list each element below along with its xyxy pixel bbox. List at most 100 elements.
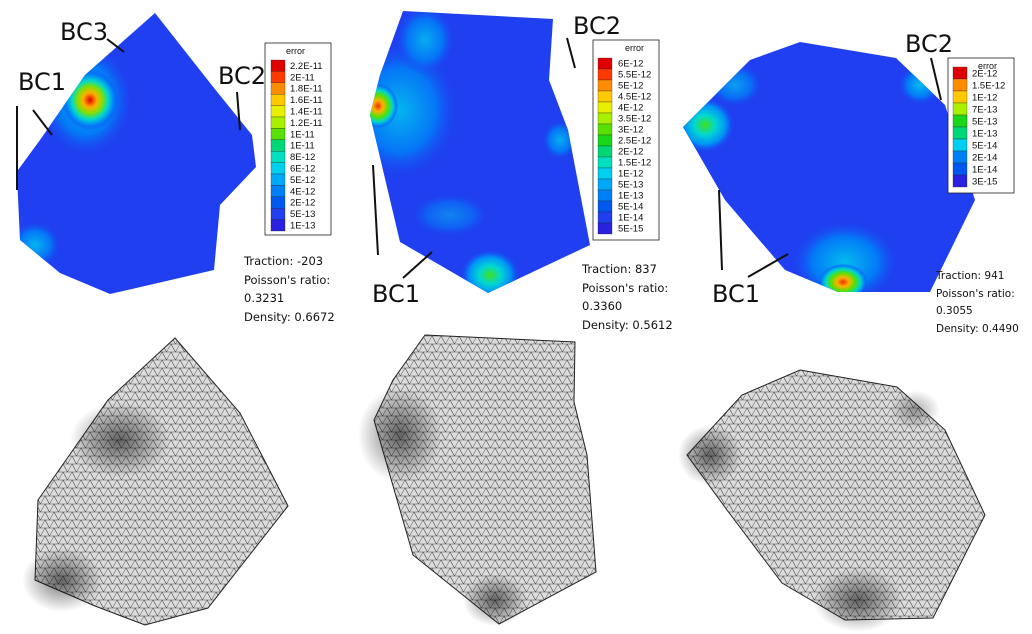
legend-swatch	[597, 68, 613, 81]
legend-tick-label: 1.5E-12	[972, 80, 1005, 91]
panel-3-bc-lines	[718, 57, 942, 278]
legend-swatch	[597, 101, 613, 114]
legend-swatch	[270, 105, 286, 118]
panel-2-error-field	[370, 11, 590, 293]
panel-2-legend: error 6E-125.5E-125E-124.5E-124E-123.5E-…	[592, 39, 660, 241]
panel-3-legend-scale	[952, 66, 968, 188]
mesh-3	[678, 369, 986, 632]
legend-swatch	[597, 189, 613, 202]
mesh-2	[358, 334, 597, 626]
panel-1-legend: error 2.2E-112E-111.8E-111.6E-111.4E-111…	[264, 42, 332, 236]
legend-tick-label: 5E-14	[972, 140, 997, 151]
legend-tick-label: 5E-13	[972, 116, 997, 127]
legend-swatch	[270, 82, 286, 95]
legend-swatch	[270, 219, 286, 232]
legend-tick-label: 5.5E-12	[618, 70, 651, 81]
legend-swatch	[952, 78, 968, 92]
panel-3-bc2-label: BC2	[905, 30, 953, 58]
panel-1-density: Density: 0.6672	[244, 309, 335, 324]
legend-swatch	[952, 102, 968, 116]
panel-3-legend: error 2E-121.5E-121E-127E-135E-131E-135E…	[947, 57, 1015, 194]
legend-swatch	[597, 57, 613, 70]
legend-tick-label: 1E-11	[290, 141, 315, 152]
panel-3-density: Density: 0.4490	[936, 322, 1019, 335]
legend-tick-label: 2E-11	[290, 72, 315, 83]
panel-3-poisson-label: Poisson's ratio:	[936, 287, 1015, 300]
panel-3-bc1-label: BC1	[712, 280, 760, 308]
panel-1-traction: Traction: -203	[244, 254, 324, 268]
legend-tick-label: 1.6E-11	[290, 95, 323, 106]
legend-swatch	[597, 222, 613, 235]
legend-tick-label: 2.2E-11	[290, 61, 323, 72]
panel-2-poisson-label: Poisson's ratio:	[582, 280, 669, 295]
legend-tick-label: 5E-12	[290, 175, 315, 186]
legend-swatch	[270, 94, 286, 106]
legend-swatch	[597, 79, 613, 92]
legend-swatch	[597, 167, 613, 180]
panel-2-bc-lines	[372, 37, 576, 279]
legend-tick-label: 3E-12	[618, 125, 643, 136]
legend-swatch	[270, 185, 286, 197]
legend-swatch	[952, 138, 968, 152]
legend-swatch	[270, 162, 286, 175]
panel-1-poisson-value: 0.3231	[244, 291, 285, 305]
legend-swatch	[270, 139, 286, 152]
legend-tick-label: 1.5E-12	[618, 158, 651, 169]
legend-swatch	[952, 126, 968, 140]
panel-3-poisson-value: 0.3055	[936, 305, 973, 317]
legend-swatch	[597, 123, 613, 136]
legend-swatch	[270, 59, 286, 72]
legend-swatch	[597, 90, 613, 103]
panel-1-domain	[17, 13, 256, 294]
legend-swatch	[597, 178, 613, 191]
mesh-1	[22, 337, 289, 626]
legend-swatch	[597, 156, 613, 169]
legend-tick-label: 5E-13	[618, 180, 643, 191]
legend-swatch	[597, 200, 613, 213]
panel-2-bc2-label: BC2	[573, 12, 621, 40]
legend-tick-label: 4.5E-12	[618, 92, 651, 103]
panel-2-legend-title: error	[625, 43, 644, 53]
panel-2-density: Density: 0.5612	[582, 317, 673, 332]
legend-tick-label: 1E-13	[290, 220, 315, 231]
panel-2-legend-scale	[597, 57, 613, 235]
legend-tick-label: 1E-11	[290, 129, 315, 140]
legend-tick-label: 2E-12	[618, 147, 643, 158]
panel-3-info: Traction: 941 Poisson's ratio: 0.3055 De…	[936, 268, 1019, 338]
legend-swatch	[270, 151, 286, 163]
legend-swatch	[270, 196, 286, 209]
legend-tick-label: 3.5E-12	[618, 114, 651, 125]
legend-tick-label: 5E-15	[618, 224, 643, 235]
panel-1-error-field	[17, 13, 256, 294]
legend-tick-label: 2E-14	[972, 152, 997, 163]
panel-1-legend-scale	[270, 59, 286, 232]
legend-swatch	[597, 211, 613, 224]
legend-tick-label: 5E-12	[618, 81, 643, 92]
legend-tick-label: 6E-12	[290, 163, 315, 174]
legend-tick-label: 1.8E-11	[290, 84, 323, 95]
legend-tick-label: 2E-12	[972, 68, 997, 79]
legend-swatch	[597, 145, 613, 158]
legend-tick-label: 5E-14	[618, 202, 643, 213]
panel-1-bc3-label: BC3	[60, 18, 108, 46]
legend-tick-label: 1E-13	[618, 191, 643, 202]
panel-2-traction: Traction: 837	[582, 262, 657, 276]
legend-swatch	[952, 162, 968, 176]
legend-swatch	[597, 134, 613, 147]
legend-tick-label: 5E-13	[290, 209, 315, 220]
legend-tick-label: 1.4E-11	[290, 106, 323, 117]
panel-3-error-field	[683, 42, 975, 292]
legend-tick-label: 1.2E-11	[290, 118, 323, 129]
legend-tick-label: 2.5E-12	[618, 136, 651, 147]
legend-tick-label: 2E-12	[290, 198, 315, 209]
panel-3-traction: Traction: 941	[936, 270, 1005, 282]
legend-tick-label: 8E-12	[290, 152, 315, 163]
legend-tick-label: 4E-12	[290, 186, 315, 197]
panel-1-bc-lines	[16, 38, 241, 190]
legend-swatch	[952, 66, 968, 80]
legend-swatch	[952, 90, 968, 104]
legend-swatch	[270, 116, 286, 129]
legend-tick-label: 6E-12	[618, 59, 643, 70]
legend-swatch	[952, 174, 968, 188]
